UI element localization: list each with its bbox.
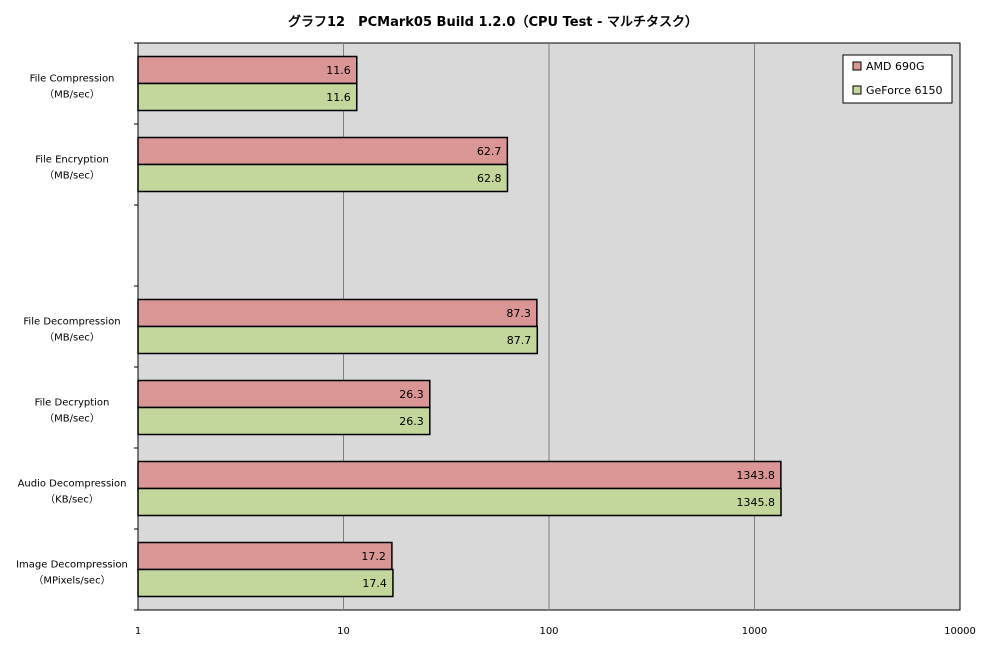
category-label: Image Decompression <box>16 560 128 571</box>
bar-value-label: 11.6 <box>326 91 351 104</box>
bar <box>137 82 358 112</box>
bar <box>137 406 431 436</box>
chart-title: グラフ12 PCMark05 Build 1.2.0（CPU Test - マル… <box>288 14 698 30</box>
x-tick-label: 10000 <box>944 626 976 637</box>
category-unit-label: （KB/sec） <box>45 494 99 506</box>
bar <box>137 163 509 193</box>
category-label: File Decryption <box>35 398 110 409</box>
x-tick-label: 1 <box>135 626 141 637</box>
x-axis: 1 10 100 1000 10000 <box>135 626 976 637</box>
bar-value-label: 87.3 <box>506 307 531 320</box>
category-unit-label: （MB/sec） <box>44 413 100 425</box>
bar-value-label: 26.3 <box>399 388 424 401</box>
bar-value-label: 62.7 <box>477 145 502 158</box>
legend-swatch <box>852 61 862 71</box>
y-axis: File Compression （MB/sec） File Encryption （… <box>16 42 138 611</box>
category-unit-label: （MB/sec） <box>44 332 100 344</box>
bar-value-label: 26.3 <box>399 415 424 428</box>
x-tick-label: 100 <box>539 626 558 637</box>
category-unit-label: （MB/sec） <box>44 170 100 182</box>
x-tick-label: 1000 <box>742 626 767 637</box>
category-unit-label: （MPixels/sec） <box>33 575 110 587</box>
bar-value-label: 62.8 <box>477 172 502 185</box>
bar-value-label: 1343.8 <box>736 469 775 482</box>
legend-entry: AMD 690G <box>866 60 925 73</box>
legend: AMD 690G GeForce 6150 <box>842 54 953 104</box>
legend-entry: GeForce 6150 <box>866 84 943 97</box>
bar <box>137 298 538 328</box>
bar <box>137 541 393 571</box>
bar <box>137 55 358 85</box>
bar-value-label: 17.2 <box>361 550 386 563</box>
bar <box>137 136 509 166</box>
bar <box>137 379 431 409</box>
category-unit-label: （MB/sec） <box>44 89 100 101</box>
category-label: File Decompression <box>23 317 120 328</box>
bar-value-label: 17.4 <box>362 577 387 590</box>
category-label: File Compression <box>30 74 115 85</box>
category-label: Audio Decompression <box>18 479 127 490</box>
bar <box>137 460 782 490</box>
bar-value-label: 11.6 <box>326 64 351 77</box>
category-label: File Encryption <box>35 155 109 166</box>
legend-swatch <box>852 85 862 95</box>
bar-value-label: 1345.8 <box>737 496 776 509</box>
bars: 11.6 11.6 62.7 62.8 87.3 87.7 26.3 26.3 1343.8 13… <box>137 55 782 598</box>
bar <box>137 487 782 517</box>
bar-value-label: 87.7 <box>507 334 532 347</box>
bar <box>137 325 539 355</box>
bar <box>137 568 394 598</box>
x-tick-label: 10 <box>337 626 350 637</box>
